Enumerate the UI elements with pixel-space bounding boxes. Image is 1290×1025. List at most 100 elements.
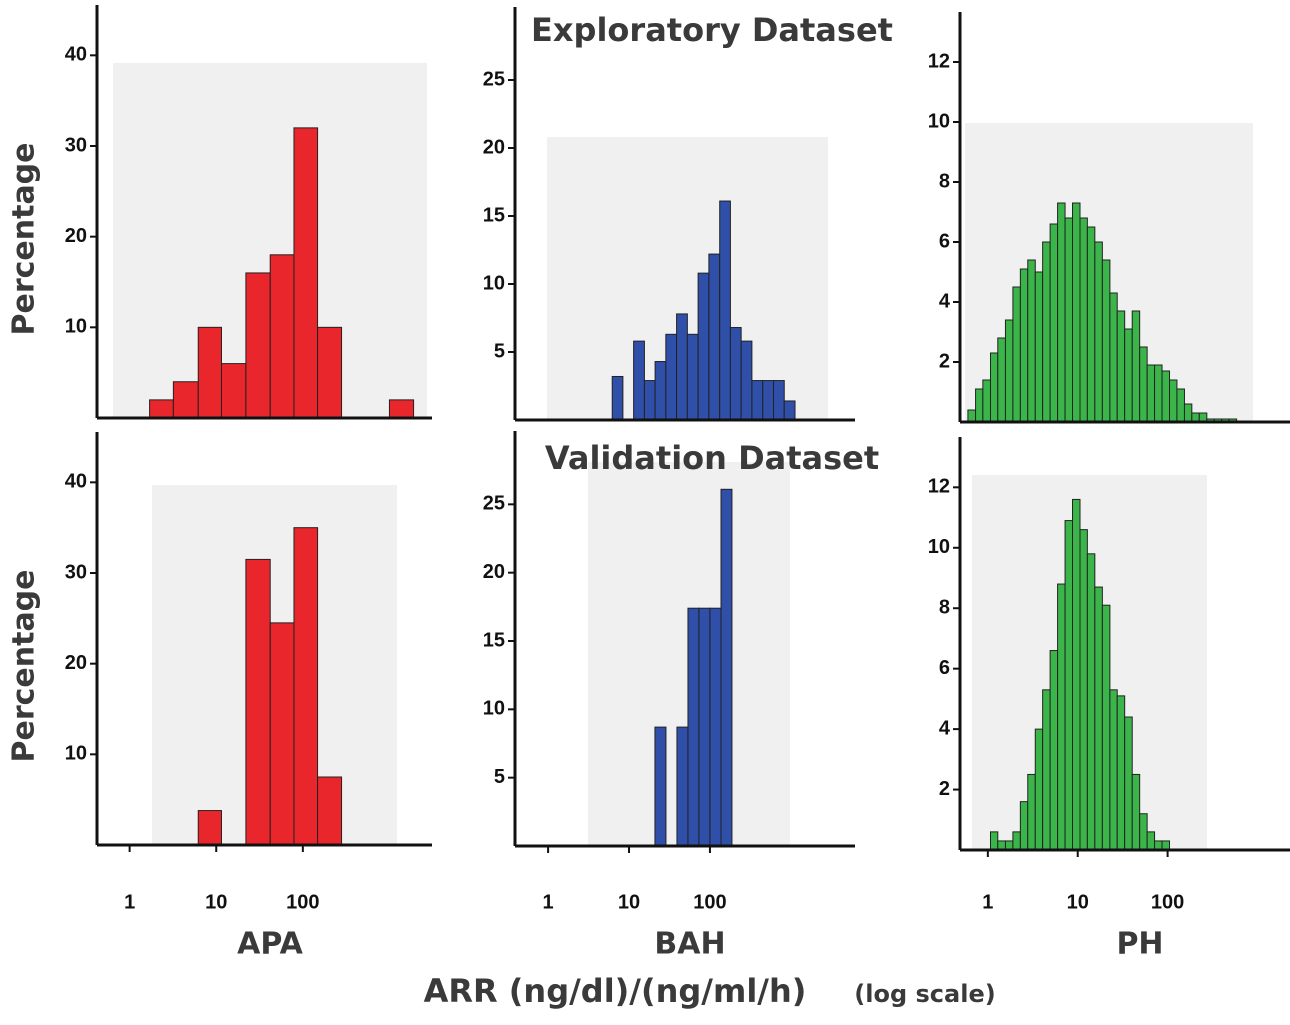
x-tick-label: 1 [543,891,554,913]
histogram-bar [1101,604,1111,851]
histogram-bar [698,607,711,847]
histogram-bar [975,388,984,423]
histogram-bar [149,399,174,419]
histogram-bar [1146,831,1156,851]
y-tick-label: 8 [939,597,950,619]
histogram-bar [654,361,667,421]
histogram-bar [1116,310,1126,423]
y-tick-label: 20 [65,225,87,247]
histogram-bar [665,333,678,421]
histogram-bar [654,726,667,847]
histogram-bar [982,379,991,423]
histogram-bar [1124,328,1133,423]
histogram-bar [1072,498,1081,851]
histogram-bar [1079,217,1088,423]
histogram-bar [1079,529,1088,851]
histogram-bar [1131,310,1141,423]
y-tick-label: 10 [483,698,505,720]
histogram-bar [1139,346,1148,423]
histogram-bar [989,352,999,423]
histogram-bar [1169,379,1178,423]
histogram-bar [1176,388,1185,423]
y-tick-label: 20 [65,652,87,674]
histogram-bar [1049,650,1059,851]
histogram-bar [697,272,710,421]
histogram-bar [709,607,722,847]
dataset-title: Exploratory Dataset [531,11,893,49]
y-tick-label: 5 [494,766,505,788]
histogram-bar [751,380,764,421]
histogram-bar [989,831,999,851]
histogram-bar [245,558,271,846]
histogram-bar [1019,268,1029,423]
histogram-bar [317,326,343,419]
histogram-bar [269,622,295,846]
x-tick-label: 100 [693,891,726,913]
y-tick-label: 10 [65,316,87,338]
y-tick-label: 25 [483,493,505,515]
y-tick-label: 15 [483,204,505,226]
histogram-bar [773,380,785,421]
x-tick-label: 10 [1067,891,1089,913]
histogram-bar [1057,202,1066,423]
y-tick-label: 30 [65,561,87,583]
y-tick-label: 20 [483,136,505,158]
histogram-bar [719,200,731,421]
x-axis-note: (log scale) [854,980,995,1008]
histogram-bar [197,810,222,846]
histogram-bar [1086,226,1096,423]
histogram-bar [1012,286,1021,423]
histogram-bar [1064,520,1074,851]
y-tick-label: 25 [483,68,505,90]
histogram-bar [783,400,796,421]
histogram-bar [1124,716,1133,851]
histogram-bar [1064,217,1074,423]
histogram-bar [997,337,1006,423]
y-axis-label: Percentage [7,569,42,762]
histogram-bar [687,607,700,847]
histogram-bar [1086,553,1096,851]
histogram-bar [197,326,222,419]
histogram-bar [676,313,688,421]
histogram-bar [172,381,199,419]
y-tick-label: 12 [928,476,950,498]
histogram-bar [245,272,271,419]
y-tick-label: 5 [494,340,505,362]
histogram-bar [633,340,645,421]
y-tick-label: 10 [928,536,950,558]
y-tick-label: 10 [65,743,87,765]
x-axis-label: PH [1116,927,1163,962]
x-tick-label: 100 [1151,891,1184,913]
histogram-bar [1027,773,1036,851]
histogram-bar [676,726,689,847]
histogram-bar [1094,241,1103,423]
dataset-title: Validation Dataset [545,439,879,477]
histogram-bar [388,399,415,419]
y-tick-label: 6 [939,230,950,252]
x-tick-label: 1 [982,891,993,913]
x-tick-label: 10 [205,891,227,913]
histogram-bar [1072,202,1081,423]
histogram-bar [729,327,742,421]
histogram-bar [1042,241,1051,423]
y-tick-label: 40 [65,44,87,66]
y-tick-label: 4 [939,290,951,312]
histogram-bar [1034,728,1044,851]
y-tick-label: 2 [939,350,950,372]
histogram-bar [1004,319,1014,423]
histogram-bar [1183,403,1193,423]
y-tick-label: 15 [483,629,505,651]
histogram-bar [720,488,733,847]
y-tick-label: 8 [939,170,950,192]
x-axis-label: BAH [654,927,725,962]
histogram-bar [1161,370,1171,423]
y-tick-label: 12 [928,50,950,72]
histogram-bar [1131,773,1141,851]
y-tick-label: 20 [483,561,505,583]
y-tick-label: 2 [939,778,950,800]
y-tick-label: 4 [939,717,951,739]
histogram-bar [1139,813,1148,851]
y-tick-label: 40 [65,471,87,493]
histogram-bar [293,127,319,419]
